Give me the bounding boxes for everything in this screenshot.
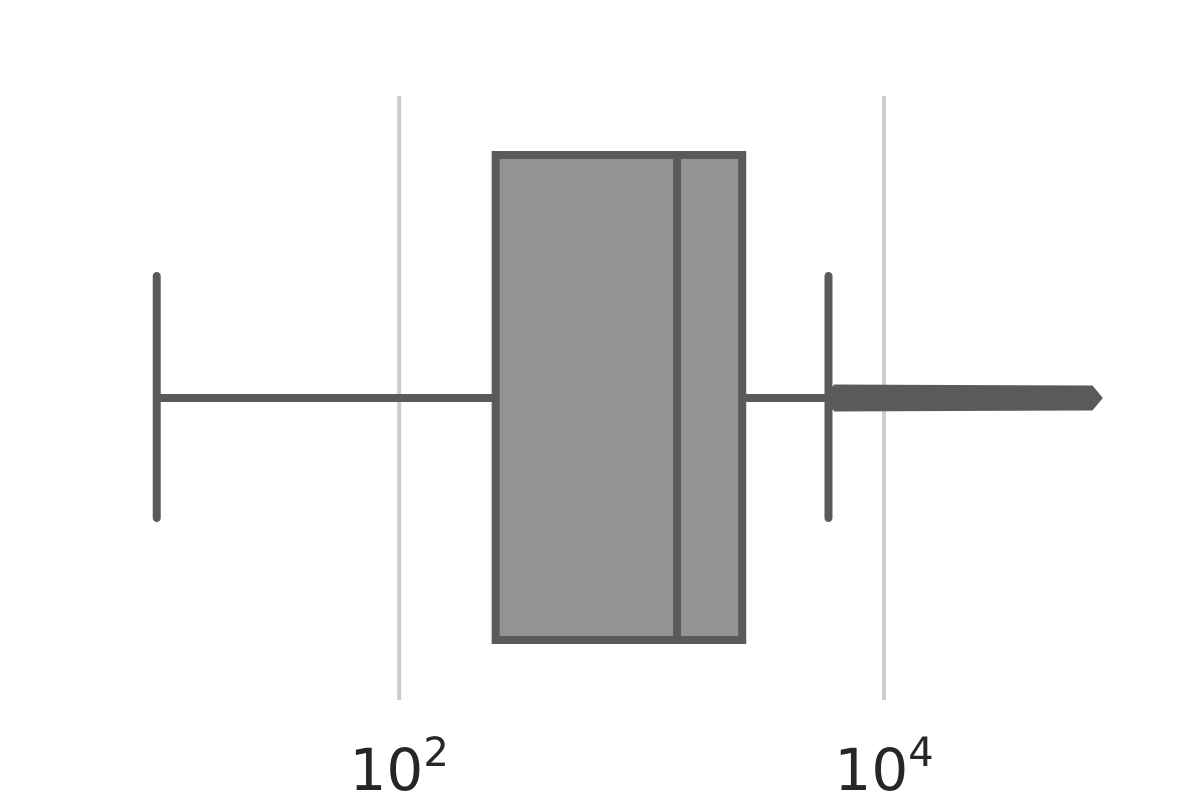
x-tick-exponent-0: 2 bbox=[423, 730, 448, 776]
x-tick-label-1: 104 bbox=[834, 730, 933, 800]
outlier-markers bbox=[823, 384, 1103, 412]
x-tick-base-0: 10 bbox=[350, 736, 424, 800]
x-tick-exponent-1: 4 bbox=[908, 730, 933, 776]
x-tick-label-0: 102 bbox=[350, 730, 449, 800]
x-tick-labels: 102 104 bbox=[350, 730, 934, 800]
box-plot bbox=[152, 151, 1103, 644]
x-tick-base-1: 10 bbox=[834, 736, 908, 800]
interquartile-box bbox=[491, 151, 747, 644]
